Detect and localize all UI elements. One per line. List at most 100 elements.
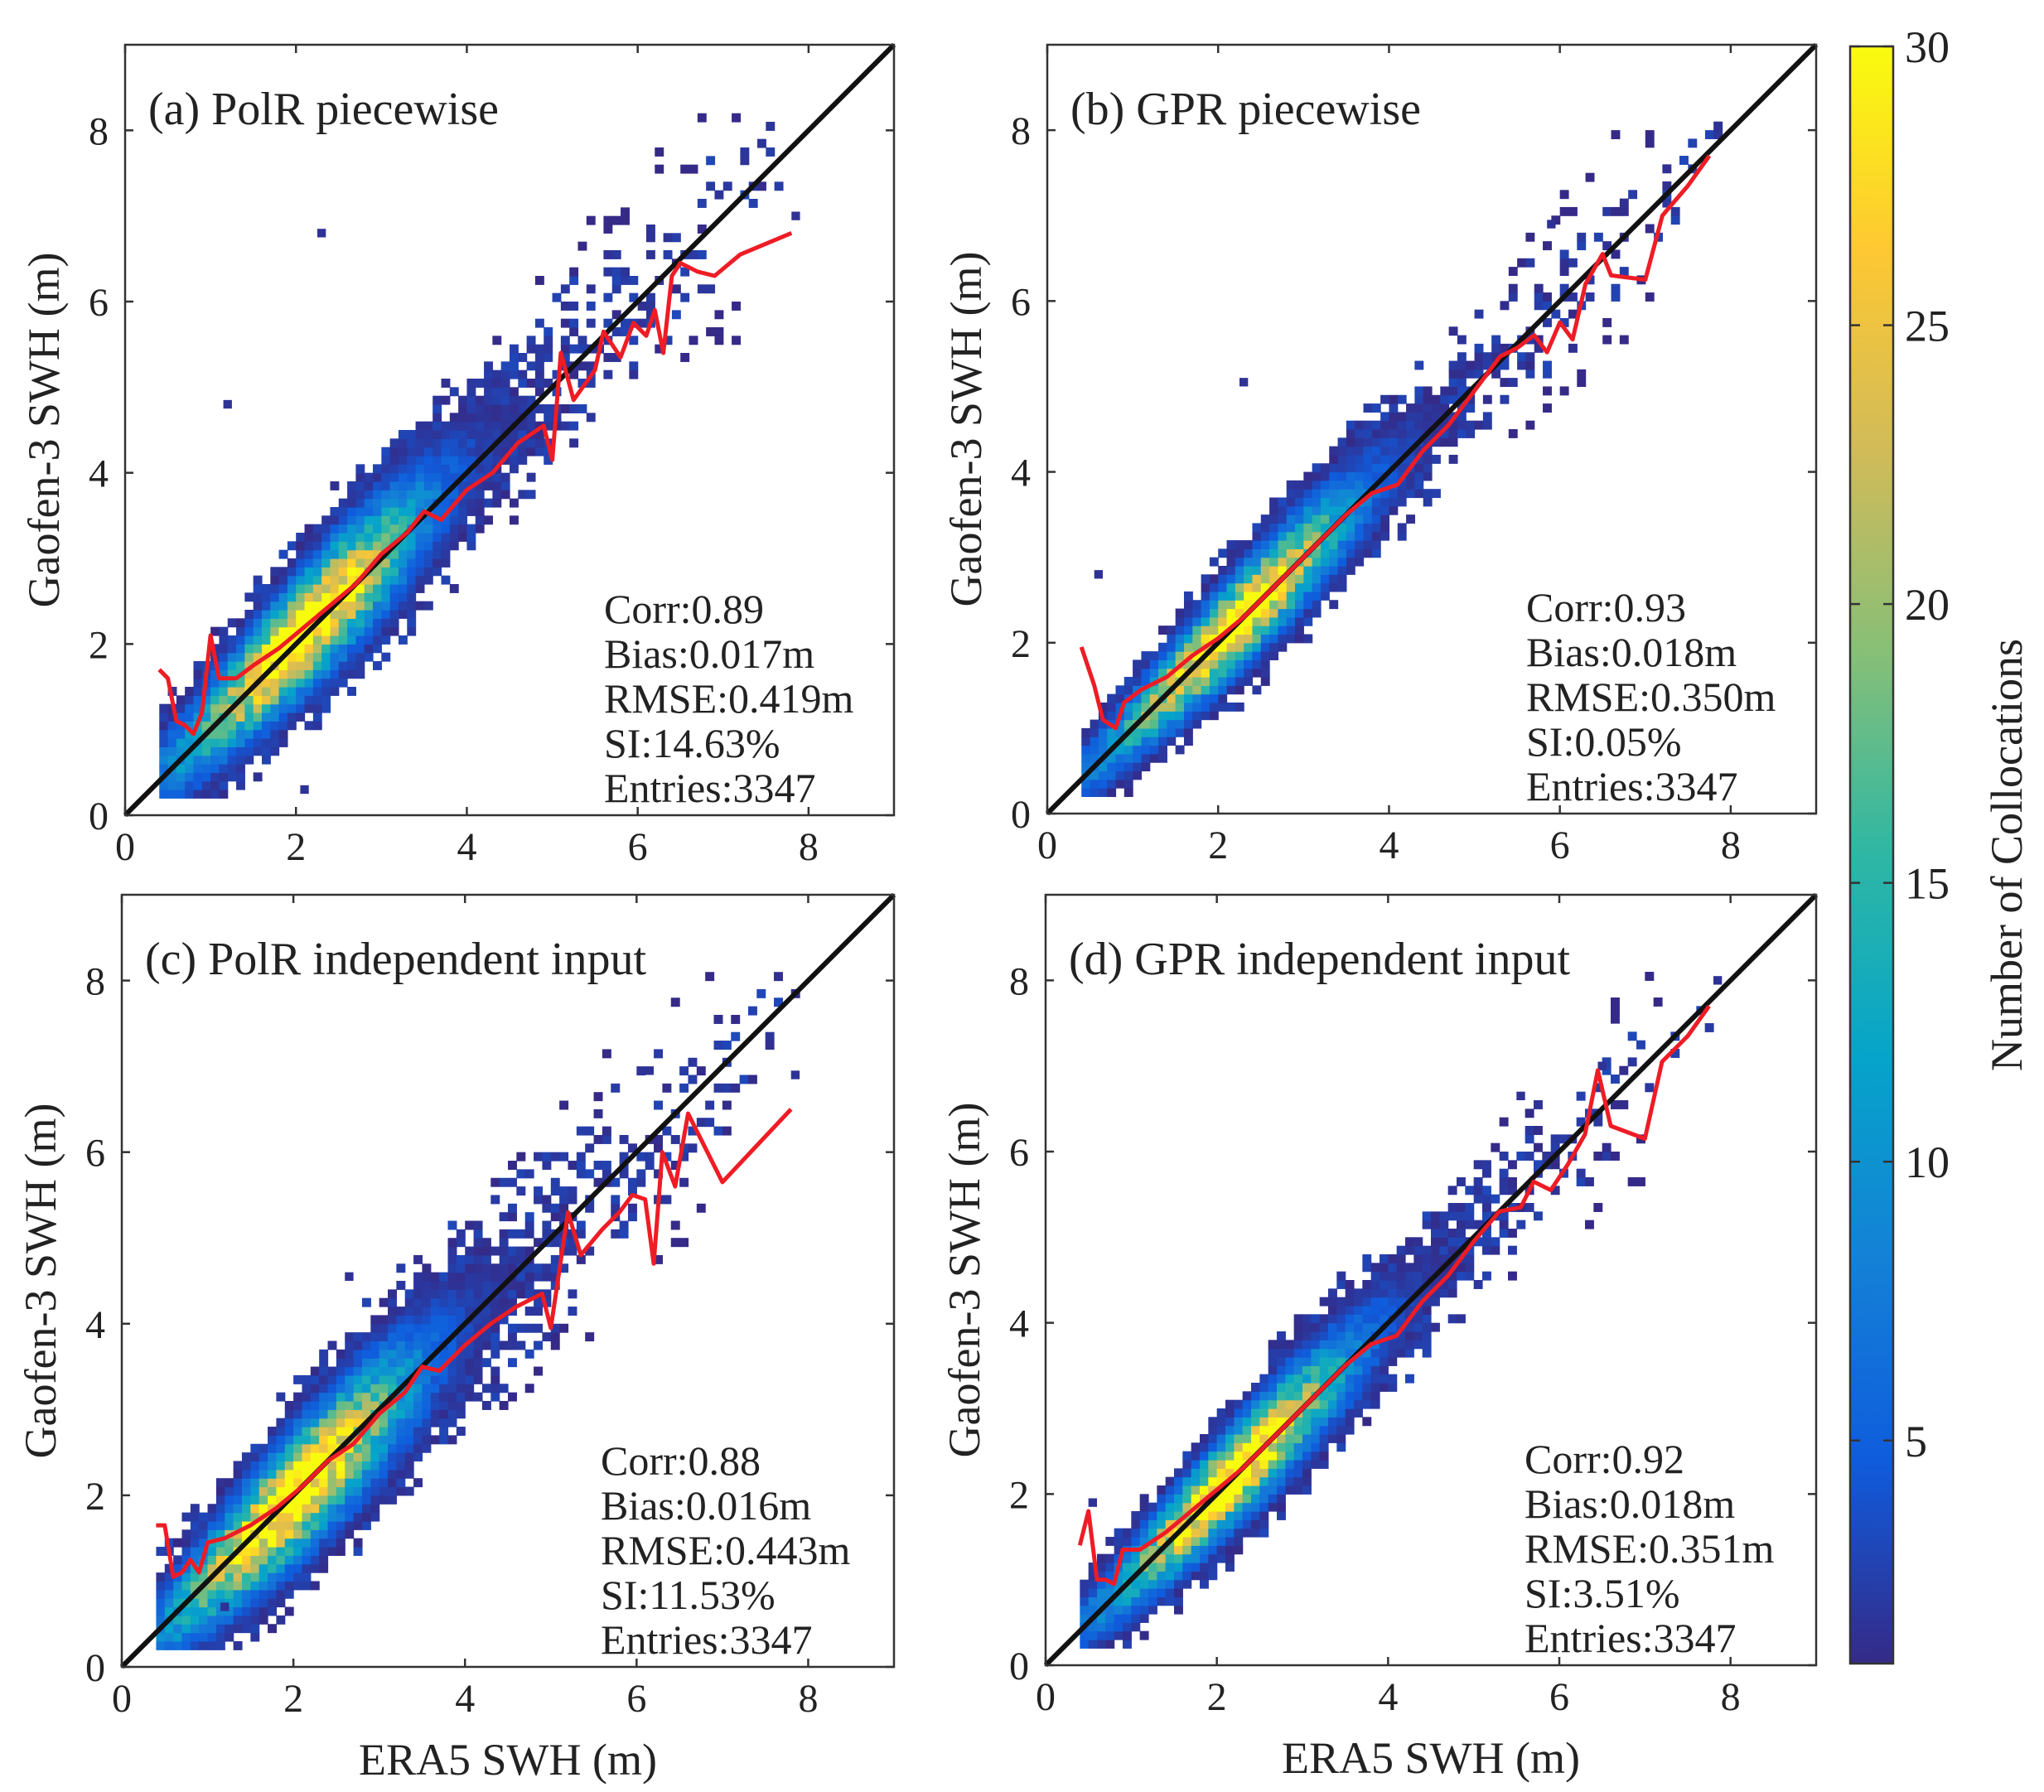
heatmap-cell (1097, 1622, 1106, 1632)
heatmap-cell (379, 1427, 389, 1436)
heatmap-cell (1363, 531, 1373, 541)
heatmap-cell (1329, 446, 1339, 456)
heatmap-cell (167, 755, 177, 765)
heatmap-cell (423, 558, 433, 568)
heatmap-cell (492, 456, 502, 465)
heatmap-cell (310, 1443, 320, 1453)
heatmap-cell (1466, 360, 1476, 370)
heatmap-cell (1508, 267, 1518, 276)
heatmap-cell (353, 1461, 363, 1471)
heatmap-cell (413, 1392, 423, 1402)
heatmap-cell (278, 687, 288, 696)
heatmap-cell (568, 1186, 577, 1196)
heatmap-cell (430, 1281, 440, 1290)
heatmap-cell (1268, 1425, 1278, 1435)
heatmap-cell (1225, 1528, 1235, 1538)
heatmap-cell (449, 524, 459, 534)
heatmap-cell (1226, 548, 1236, 558)
heatmap-cell (210, 755, 220, 765)
heatmap-cell (270, 729, 280, 739)
heatmap-cell (1293, 1425, 1303, 1435)
heatmap-cell (319, 1409, 329, 1419)
heatmap-cell (190, 1624, 200, 1634)
heatmap-cell (396, 1461, 406, 1471)
heatmap-cell (481, 1246, 491, 1256)
heatmap-cell (250, 1606, 260, 1616)
heatmap-cell (284, 1435, 294, 1445)
heatmap-cell (379, 1323, 389, 1333)
heatmap-cell (432, 507, 442, 516)
heatmap-cell (500, 472, 510, 482)
heatmap-cell (278, 549, 288, 559)
heatmap-cell (1201, 693, 1210, 703)
heatmap-cell (293, 1374, 303, 1384)
heatmap-cell (1380, 1306, 1389, 1315)
heatmap-cell (253, 635, 263, 645)
stats-line: Entries:3347 (1526, 763, 1738, 809)
heatmap-cell (413, 1452, 423, 1462)
heatmap-cell (1148, 1563, 1157, 1572)
heatmap-cell (364, 541, 374, 551)
heatmap-cell (336, 1384, 345, 1394)
heatmap-cell (407, 464, 417, 474)
heatmap-cell (259, 1529, 268, 1539)
heatmap-cell (1167, 727, 1177, 737)
heatmap-cell (156, 1598, 166, 1608)
heatmap-cell (296, 661, 306, 670)
heatmap-cell (1191, 1494, 1201, 1504)
heatmap-cell (1295, 489, 1304, 499)
heatmap-cell (321, 558, 331, 568)
heatmap-cell (1370, 1314, 1380, 1324)
heatmap-cell (347, 490, 356, 500)
heatmap-cell (389, 575, 399, 585)
heatmap-cell (1336, 1306, 1346, 1315)
heatmap-cell (381, 652, 391, 662)
heatmap-cell (510, 438, 519, 448)
heatmap-cell (1371, 471, 1381, 481)
heatmap-cell (1183, 702, 1193, 712)
heatmap-cell (456, 1384, 466, 1394)
heatmap-cell (524, 1212, 534, 1222)
heatmap-cell (458, 447, 468, 456)
heatmap-cell (534, 1186, 544, 1196)
heatmap-cell (244, 746, 254, 756)
heatmap-cell (1097, 1579, 1106, 1589)
heatmap-cell (241, 1469, 251, 1479)
heatmap-cell (215, 1581, 225, 1591)
heatmap-cell (766, 147, 776, 157)
heatmap-cell (1397, 446, 1407, 456)
heatmap-cell (207, 1624, 217, 1634)
heatmap-cell (1355, 489, 1365, 499)
heatmap-cell (379, 1349, 389, 1359)
heatmap-cell (1139, 1519, 1149, 1529)
heatmap-cell (524, 1384, 534, 1394)
heatmap-cell (304, 721, 314, 731)
heatmap-cell (1414, 446, 1424, 456)
heatmap-cell (1414, 412, 1424, 422)
heatmap-cell (1235, 574, 1244, 584)
heatmap-cell (492, 379, 502, 388)
heatmap-cell (449, 447, 459, 456)
heatmap-cell (396, 1366, 406, 1376)
heatmap-cell (1422, 1288, 1432, 1298)
heatmap-cell (310, 1392, 320, 1402)
heatmap-cell (379, 1384, 389, 1394)
heatmap-cell (670, 1220, 680, 1230)
heatmap-cell (310, 1384, 320, 1394)
heatmap-cell (1293, 1451, 1303, 1461)
heatmap-cell (312, 678, 322, 688)
heatmap-cell (1397, 394, 1407, 404)
heatmap-cell (1201, 634, 1210, 644)
heatmap-cell (327, 1418, 337, 1427)
heatmap-cell (293, 1555, 303, 1565)
heatmap-cell (1380, 523, 1390, 533)
heatmap-cell (1363, 540, 1373, 549)
heatmap-cell (1139, 1588, 1149, 1597)
heatmap-cell (1286, 574, 1296, 584)
heatmap-cell (645, 250, 655, 259)
heatmap-cell (173, 1538, 183, 1548)
heatmap-cell (1302, 1408, 1312, 1418)
heatmap-cell (253, 592, 263, 602)
heatmap-cell (330, 635, 340, 645)
